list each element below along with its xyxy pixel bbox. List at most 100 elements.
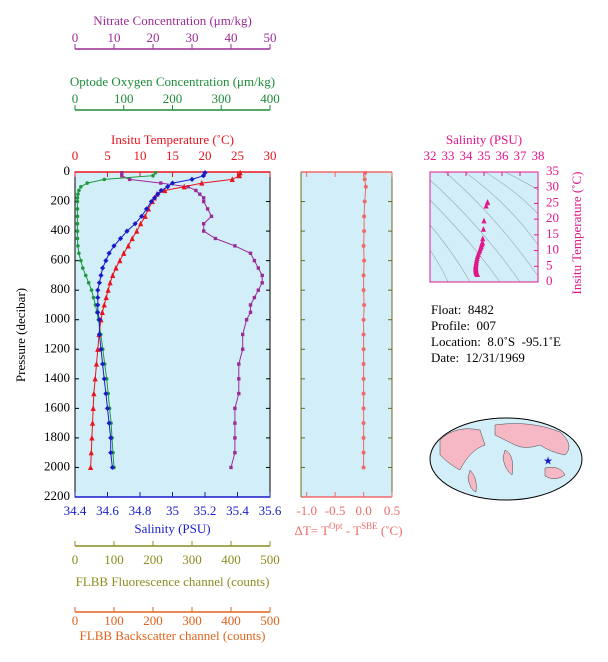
data-point [155,191,161,197]
data-point [361,391,366,396]
y-axis-title: Pressure (decibar) [13,288,28,382]
x-tick-label: -1.0 [296,503,317,518]
data-point [186,185,190,189]
data-point [209,214,214,219]
x-axis-title-part: SBE [361,521,378,531]
x-axis-title-part: - T [343,523,362,538]
data-point [89,434,95,441]
data-point [88,449,94,456]
data-point [75,196,80,200]
x-tick-label: 15 [166,148,179,163]
x-axis-title: Salinity (PSU) [446,132,522,147]
x-tick-label: 300 [212,91,232,106]
x-tick-label: 0 [72,91,79,106]
data-point [237,391,241,396]
data-point [260,273,264,278]
data-point [361,362,366,367]
data-point [89,288,94,292]
data-point [361,435,366,440]
data-point [101,376,107,382]
x-tick-label: -0.5 [325,503,346,518]
data-point [362,199,367,204]
data-point [91,295,96,300]
data-point [103,390,109,397]
x-tick-label: 300 [182,552,202,567]
y-tick-label: 0 [546,273,553,288]
x-tick-label: 37 [514,148,528,163]
y-tick-label: 1200 [44,340,70,355]
data-point [143,206,150,212]
data-point [361,288,366,293]
data-point [362,177,367,182]
x-tick-label: 34.8 [129,503,152,518]
data-point [76,192,80,196]
data-point [233,436,237,440]
data-point [362,302,367,307]
data-point [361,465,366,470]
info-line: Location: 8.0˚S -95.1˚E [431,334,561,349]
data-point [361,406,366,411]
y-tick-label: 1400 [44,370,70,385]
data-point [229,176,235,182]
data-point [158,187,164,194]
x-tick-label: 300 [182,613,202,628]
density-contours [429,171,539,283]
data-point [252,295,257,300]
x-tick-label: 100 [104,552,124,567]
data-point [89,420,96,426]
y-tick-label: 2000 [44,458,70,473]
x-tick-label: 0 [72,148,79,163]
data-point [95,346,101,352]
x-tick-label: 34.6 [96,503,119,518]
data-point [105,287,111,293]
x-tick-label: 200 [163,91,183,106]
x-tick-label: 5 [104,148,111,163]
x-tick-label: 400 [221,552,241,567]
x-tick-label: 400 [221,613,241,628]
data-point [237,169,243,176]
data-point [120,173,124,178]
x-axis-title: ΔT= TOpt - TSBE (˚C) [294,521,402,538]
data-point [202,199,206,204]
delta-line [363,172,367,468]
data-point [102,177,107,182]
data-point [139,213,145,219]
x-tick-label: 100 [104,613,124,628]
data-point [79,184,83,189]
x-tick-label: 50 [264,30,277,45]
ts-panel [430,172,538,282]
data-point [83,273,88,278]
y-tick-label: 20 [546,210,559,225]
data-point [233,450,237,455]
data-point [91,390,97,397]
data-point [169,180,176,186]
data-point [363,184,368,189]
data-point [101,301,107,308]
x-tick-label: 34.4 [64,503,87,518]
data-point [233,421,237,425]
data-point [99,309,105,315]
data-point [194,188,198,193]
data-point [127,177,132,182]
data-point [113,264,119,271]
y-tick-label: 800 [51,281,71,296]
x-tick-label: 0 [72,30,79,45]
data-point [98,272,104,279]
data-point [124,228,130,234]
y-tick-label: 35 [546,163,559,178]
x-tick-label: 35 [166,503,179,518]
x-tick-label: 400 [260,91,280,106]
y-tick-label: 10 [546,242,559,257]
data-point [480,226,487,232]
data-point [361,243,366,248]
y-tick-label: 5 [546,257,553,272]
x-tick-label: 10 [108,30,121,45]
x-tick-label: 40 [225,30,238,45]
y-tick-label: 0 [64,163,71,178]
data-point [205,207,210,211]
x-axis-title-part: (˚C) [378,523,403,538]
data-point [362,214,367,219]
data-point [237,377,241,381]
data-point [248,251,253,255]
data-point [79,258,83,263]
